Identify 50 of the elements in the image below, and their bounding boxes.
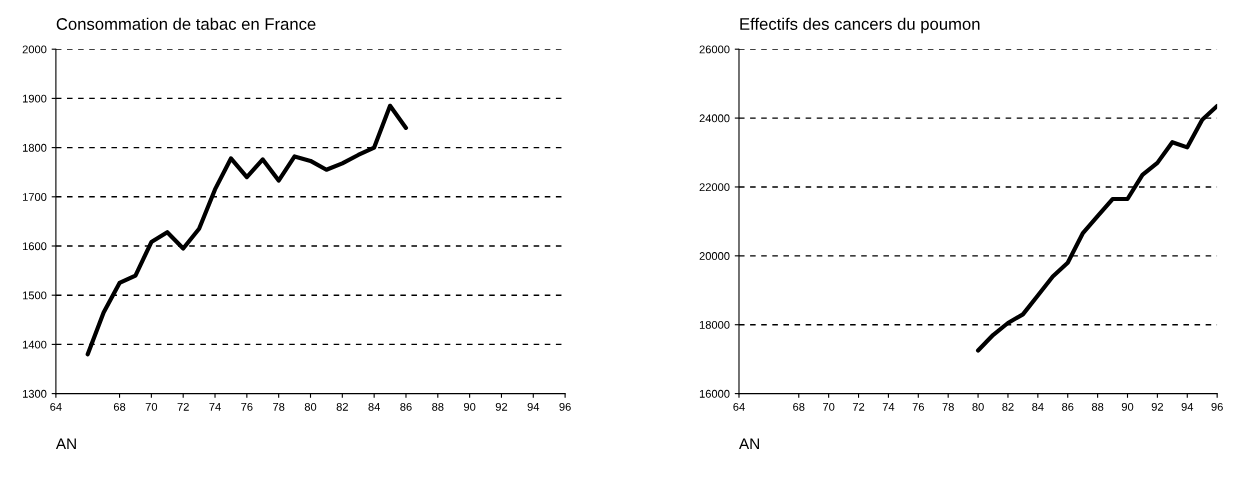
x-tick-label: 74	[209, 403, 221, 411]
x-tick-label: 84	[1032, 402, 1044, 411]
x-tick-label: 76	[241, 402, 253, 411]
x-tick-label: 90	[463, 402, 476, 411]
y-tick-label: 1700	[22, 193, 47, 201]
x-tick-label: 90	[1121, 402, 1134, 411]
x-tick-label: 64	[50, 402, 62, 411]
y-tick-label: 1500	[22, 291, 47, 300]
x-tick-label: 68	[113, 402, 126, 411]
x-tick-label: 92	[1151, 402, 1164, 411]
y-tick-label: 1400	[22, 340, 47, 349]
x-tick-label: 82	[1002, 402, 1014, 411]
y-tick-label: 1800	[22, 143, 47, 152]
x-tick-label: 96	[1211, 402, 1223, 411]
x-tick-label: 84	[368, 402, 381, 411]
x-tick-label: 82	[336, 402, 348, 411]
y-tick-label: 1300	[22, 389, 47, 398]
x-tick-label: 88	[432, 402, 444, 411]
x-tick-label: 80	[972, 402, 984, 411]
y-tick-label: 1900	[22, 94, 47, 103]
y-tick-label: 2000	[22, 45, 47, 54]
chart-title: Consommation de tabac en France	[56, 17, 316, 30]
x-axis-title: AN	[55, 438, 76, 450]
x-tick-label: 80	[304, 402, 317, 411]
x-tick-label: 64	[733, 402, 745, 411]
x-tick-label: 86	[1062, 402, 1074, 411]
y-tick-label: 20000	[699, 252, 730, 260]
x-tick-label: 76	[912, 402, 924, 411]
y-tick-label: 1600	[22, 242, 47, 251]
x-tick-label: 72	[852, 402, 865, 411]
x-tick-label: 70	[145, 402, 158, 411]
x-tick-label: 70	[823, 402, 835, 411]
x-tick-label: 78	[273, 402, 285, 411]
chart-title: Effectifs des cancers du poumon	[740, 17, 980, 34]
x-tick-label: 86	[400, 402, 412, 411]
x-tick-label: 78	[942, 402, 954, 411]
y-tick-label: 26000	[699, 45, 730, 54]
y-tick-label: 22000	[699, 183, 730, 192]
x-tick-label: 88	[1091, 402, 1104, 411]
y-tick-label: 16000	[699, 389, 730, 398]
x-tick-label: 92	[495, 402, 508, 411]
x-tick-label: 94	[527, 402, 540, 411]
x-tick-label: 74	[882, 403, 895, 411]
x-tick-label: 96	[559, 402, 571, 411]
x-axis-title: AN	[739, 438, 759, 450]
x-tick-label: 94	[1181, 402, 1194, 411]
y-tick-label: 18000	[699, 320, 730, 329]
x-tick-label: 72	[177, 402, 189, 411]
y-tick-label: 24000	[699, 114, 730, 123]
x-tick-label: 68	[793, 402, 805, 411]
